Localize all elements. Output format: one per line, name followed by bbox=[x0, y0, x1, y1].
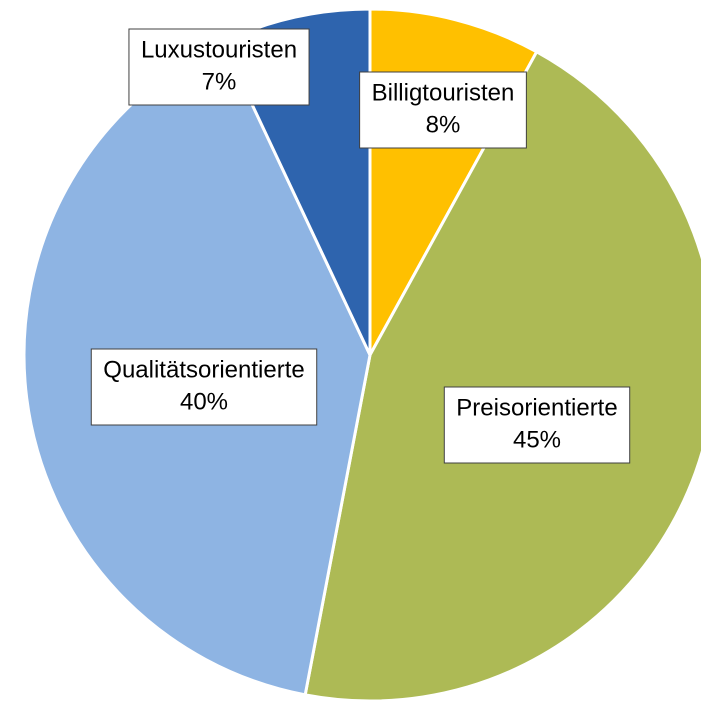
slice-value: 40% bbox=[180, 388, 228, 415]
slice-value: 45% bbox=[513, 426, 561, 453]
label-box bbox=[128, 28, 310, 106]
slice-value: 7% bbox=[202, 68, 237, 95]
pie-slice bbox=[303, 49, 701, 703]
label-box bbox=[359, 71, 527, 149]
slice-label: Qualitätsorientierte bbox=[103, 356, 304, 383]
slice-label: Billigtouristen bbox=[372, 79, 515, 106]
slice-value: 8% bbox=[426, 111, 461, 138]
label-box bbox=[90, 348, 318, 426]
slice-label: Preisorientierte bbox=[456, 394, 617, 421]
slice-label: Luxustouristen bbox=[141, 36, 297, 63]
label-box bbox=[443, 386, 631, 464]
